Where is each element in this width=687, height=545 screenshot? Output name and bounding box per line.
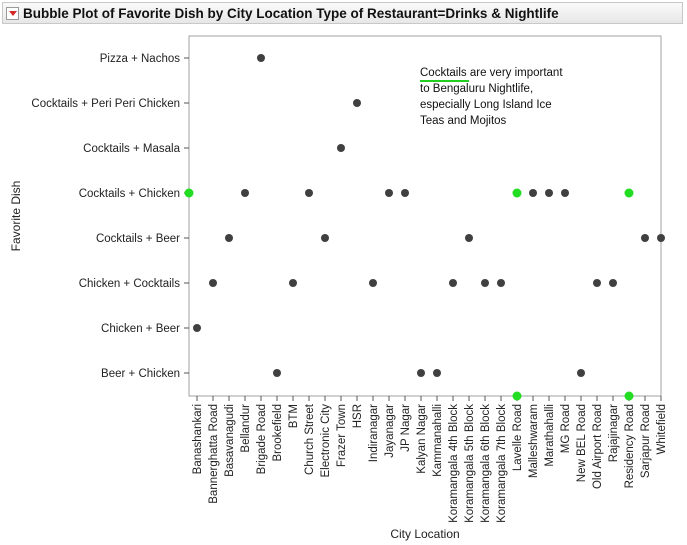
x-tick-label: Residency Road (624, 404, 636, 488)
red-down-triangle-icon (8, 10, 17, 16)
data-point (289, 279, 297, 287)
y-tick-label: Pizza + Nachos (100, 53, 180, 65)
data-point (353, 99, 361, 107)
y-axis-title: Favorite Dish (9, 181, 23, 252)
x-tick-label: Brigade Road (256, 404, 268, 474)
plot-frame (188, 35, 662, 397)
x-tick-label: Koramangala 6th Block (480, 404, 492, 523)
data-point (529, 189, 537, 197)
x-tick-label: Jayanagar (384, 404, 396, 458)
data-point (497, 279, 505, 287)
x-tick-label: Bellandur (240, 404, 252, 453)
x-tick-label: Koramangala 4th Block (448, 404, 460, 523)
data-point (241, 189, 249, 197)
data-point (209, 279, 217, 287)
x-tick-label: Basavanagudi (224, 404, 236, 477)
data-point (641, 234, 649, 242)
data-point (481, 279, 489, 287)
data-point (561, 189, 569, 197)
data-point (417, 369, 425, 377)
annotation-highlight-word: Cocktails (420, 67, 467, 79)
data-point (369, 279, 377, 287)
x-tick-label: Rajajinagar (608, 404, 620, 462)
data-point (385, 189, 393, 197)
y-axis-highlight-marker (184, 188, 194, 198)
x-tick-label: Koramangala 7th Block (496, 404, 508, 523)
data-point (273, 369, 281, 377)
y-tick-label: Cocktails + Masala (83, 143, 180, 155)
data-point (257, 54, 265, 62)
x-tick-label: Sarjapur Road (640, 404, 652, 478)
x-tick-label: Marathahalli (544, 404, 556, 467)
data-point (545, 189, 553, 197)
y-tick-label: Chicken + Cocktails (79, 278, 181, 290)
x-axis-highlight-marker (512, 391, 522, 401)
x-tick-label: New BEL Road (576, 404, 588, 482)
x-axis-highlight-marker (624, 391, 634, 401)
x-tick-label: Kalyan Nagar (416, 404, 428, 474)
data-point (305, 189, 313, 197)
data-point (321, 234, 329, 242)
x-tick-label: Koramangala 5th Block (464, 404, 476, 523)
collapse-disclosure-button[interactable] (6, 6, 19, 20)
x-tick-label: Whitefield (656, 404, 668, 455)
data-point (225, 234, 233, 242)
x-tick-label: Kammanahalli (432, 404, 444, 477)
data-point (593, 279, 601, 287)
x-tick-label: Church Street (304, 403, 316, 475)
data-point (465, 234, 473, 242)
annotation-text: are very important to Bengaluru Nightlif… (420, 67, 563, 127)
y-tick-label: Cocktails + Chicken (79, 188, 180, 200)
y-tick-label: Beer + Chicken (101, 368, 180, 380)
x-tick-label: Frazer Town (336, 404, 348, 467)
report-title-bar: Bubble Plot of Favorite Dish by City Loc… (2, 2, 683, 24)
data-point (657, 234, 665, 242)
data-point (609, 279, 617, 287)
x-tick-label: Lavelle Road (512, 404, 524, 471)
x-tick-label: Bannerghatta Road (208, 404, 220, 504)
x-tick-label: HSR (352, 404, 364, 428)
x-tick-label: Brookefield (272, 404, 284, 462)
x-tick-label: Indiranagar (368, 404, 380, 462)
y-tick-label: Cocktails + Beer (96, 233, 180, 245)
data-point (337, 144, 345, 152)
data-point (449, 279, 457, 287)
data-point (401, 189, 409, 197)
data-point (433, 369, 441, 377)
y-tick-label: Chicken + Beer (101, 323, 180, 335)
highlighted-data-point (624, 188, 634, 198)
x-tick-label: JP Nagar (400, 404, 412, 452)
report-title: Bubble Plot of Favorite Dish by City Loc… (23, 5, 559, 21)
x-tick-label: Malleshwaram (528, 404, 540, 478)
x-axis-title: City Location (390, 527, 459, 541)
x-tick-label: MG Road (560, 404, 572, 453)
annotation-note[interactable]: Cocktails are very important to Bengalur… (420, 65, 570, 129)
x-tick-label: BTM (288, 404, 300, 428)
highlighted-data-point (512, 188, 522, 198)
y-tick-label: Cocktails + Peri Peri Chicken (31, 98, 180, 110)
data-point (577, 369, 585, 377)
x-tick-label: Banashankari (192, 404, 204, 474)
x-tick-label: Electronic City (320, 404, 332, 478)
data-point (193, 324, 201, 332)
x-tick-label: Old Airport Road (592, 404, 604, 489)
